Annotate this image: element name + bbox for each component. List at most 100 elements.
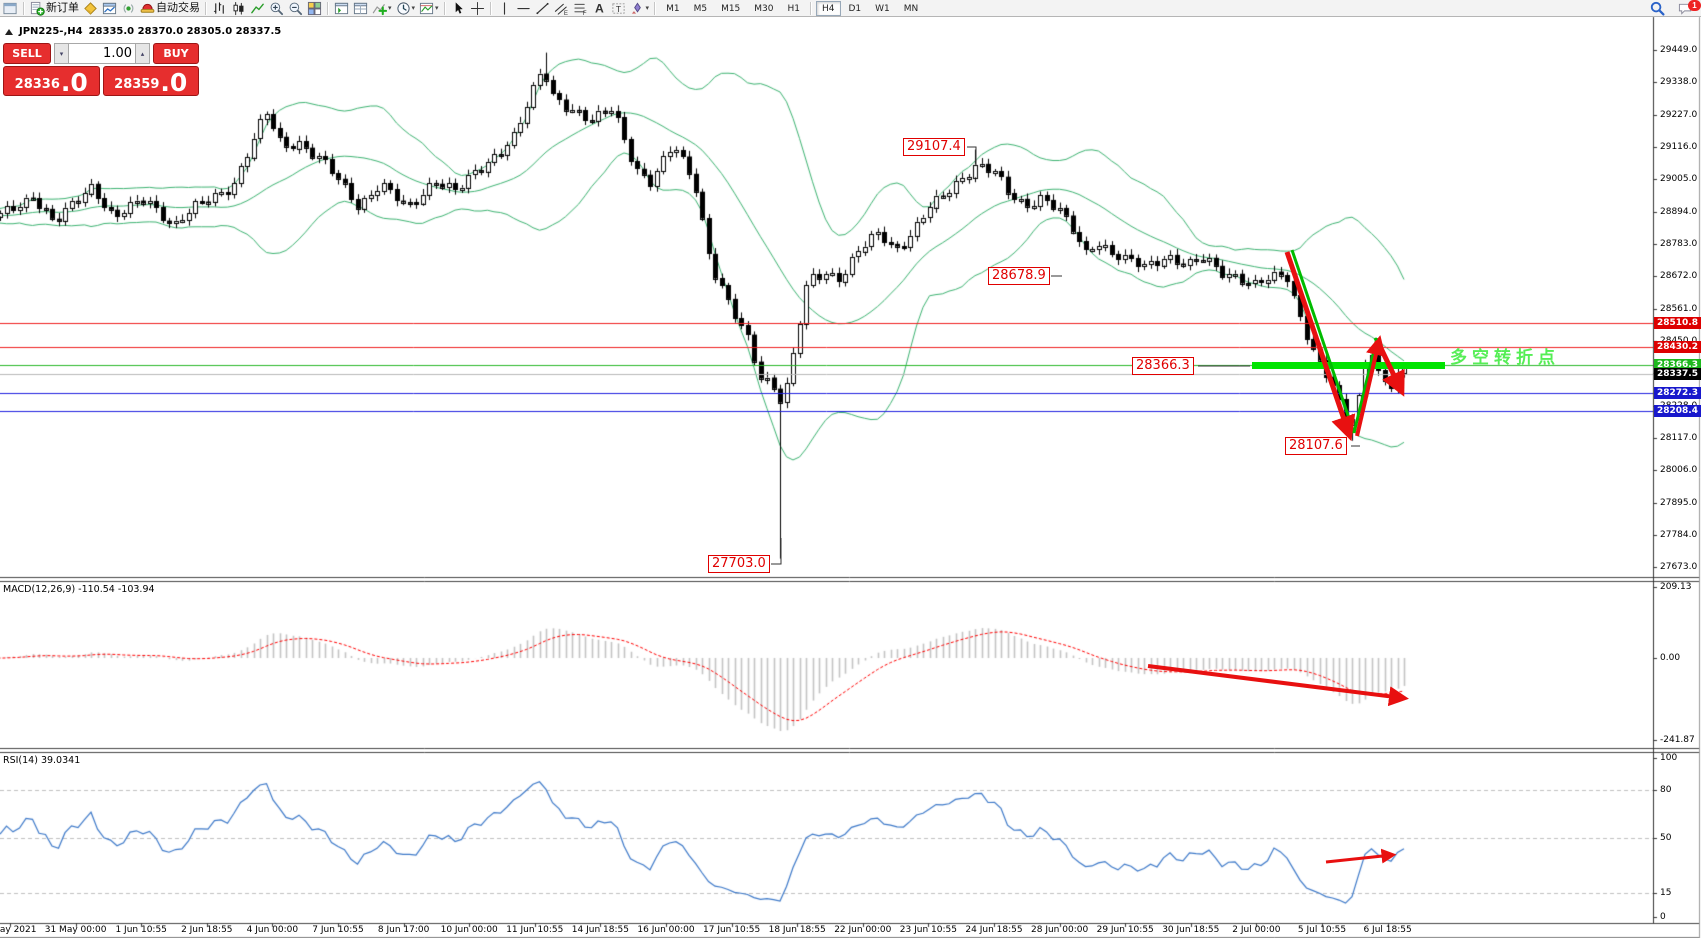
- price-level-tag[interactable]: 28208.4: [1654, 405, 1701, 418]
- indicator-scale-label: 0: [1660, 912, 1666, 922]
- styler-button[interactable]: [81, 0, 100, 16]
- channel-button[interactable]: E: [552, 0, 571, 16]
- search-button[interactable]: [1648, 1, 1667, 17]
- new-order-icon: [30, 1, 45, 16]
- signal-icon: [123, 3, 134, 13]
- timeframe-m30-button[interactable]: M30: [748, 1, 779, 16]
- timeframe-m5-button[interactable]: M5: [688, 1, 714, 16]
- price-axis-label: 28561.0: [1660, 303, 1698, 314]
- price-axis-label: 29227.0: [1660, 109, 1698, 120]
- turning-point-note[interactable]: 多空转折点: [1450, 348, 1560, 368]
- volume-increase-button[interactable]: ▴: [135, 43, 150, 64]
- main-toolbar: 新订单 自动交易 ▾ ▾ ▾ E F A T ▾ M1 M5 M15 M30 H1 H4 D1 W1 MN: [0, 0, 1701, 17]
- candles-chart-button[interactable]: [229, 0, 248, 16]
- price-level-tag[interactable]: 28337.5: [1654, 367, 1701, 380]
- symbol-label: JPN225-,H4: [19, 26, 83, 37]
- trendline-button[interactable]: [533, 0, 552, 16]
- collapse-panel-icon[interactable]: [5, 28, 13, 35]
- bars-chart-icon: [213, 1, 224, 14]
- indicator-scale-label: 80: [1660, 785, 1672, 795]
- buy-price-block[interactable]: 28359 .0: [102, 66, 199, 97]
- market-watch-button[interactable]: [332, 0, 351, 16]
- label-button[interactable]: T: [609, 0, 628, 16]
- edge-window-button[interactable]: [1, 0, 20, 16]
- vline-icon: [503, 1, 505, 15]
- text-icon: A: [595, 1, 604, 15]
- price-callout[interactable]: 27703.0: [708, 555, 770, 573]
- price-axis-label: 28672.0: [1660, 271, 1698, 282]
- chat-button[interactable]: 1: [1676, 0, 1701, 17]
- autotrading-button[interactable]: 自动交易: [138, 0, 202, 16]
- chevron-down-icon: ▾: [645, 5, 650, 12]
- time-axis-label: 28 Jun 00:00: [1031, 925, 1089, 935]
- zoom-out-button[interactable]: [286, 0, 305, 16]
- time-axis-label: 29 Jun 10:55: [1096, 925, 1154, 935]
- price-callout[interactable]: 28366.3: [1132, 357, 1194, 375]
- indicators-button[interactable]: ▾: [370, 0, 394, 16]
- timeframe-d1-button[interactable]: D1: [843, 1, 868, 16]
- timeframe-m1-button[interactable]: M1: [660, 1, 686, 16]
- time-axis-label: 18 Jun 18:55: [768, 925, 826, 935]
- cursor-icon: [455, 1, 463, 14]
- crosshair-icon: [470, 1, 484, 15]
- sell-price: 28336: [14, 77, 60, 92]
- time-axis-label: 16 Jun 00:00: [637, 925, 695, 935]
- fibo-icon: F: [573, 3, 586, 16]
- new-order-button[interactable]: 新订单: [28, 0, 81, 16]
- sell-price-block[interactable]: 28336 .0: [3, 66, 100, 96]
- time-axis-label: 2 Jul 00:00: [1232, 925, 1281, 935]
- periods-button[interactable]: ▾: [394, 0, 418, 16]
- buy-button[interactable]: BUY: [153, 43, 199, 64]
- price-callout[interactable]: 29107.4: [903, 138, 965, 156]
- tile-windows-button[interactable]: [305, 0, 324, 16]
- buy-price-pips: .0: [160, 68, 188, 97]
- cursor-button[interactable]: [449, 0, 468, 16]
- shapes-button[interactable]: ▾: [628, 0, 652, 16]
- volume-decrease-button[interactable]: ▾: [54, 43, 69, 64]
- rsi-indicator-label: RSI(14) 39.0341: [3, 755, 81, 766]
- time-axis-label: 7 May 2021: [0, 925, 37, 935]
- timeframe-m15-button[interactable]: M15: [715, 1, 746, 16]
- signal-button[interactable]: [119, 0, 138, 16]
- data-window-button[interactable]: [351, 0, 370, 16]
- timeframe-h1-button[interactable]: H1: [782, 1, 807, 16]
- price-level-tag[interactable]: 28272.3: [1654, 386, 1701, 399]
- crosshair-button[interactable]: [468, 0, 487, 16]
- svg-text:A: A: [595, 1, 604, 15]
- timeframe-mn-button[interactable]: MN: [898, 1, 925, 16]
- indicator-scale-label: 50: [1660, 833, 1672, 843]
- template-button[interactable]: ▾: [417, 0, 441, 16]
- text-button[interactable]: A: [590, 0, 609, 16]
- toolbar-separator: [23, 1, 25, 15]
- sell-price-pips: .0: [60, 68, 88, 97]
- price-callout[interactable]: 28678.9: [988, 267, 1050, 285]
- chart-window-button[interactable]: [100, 0, 119, 16]
- price-level-tag[interactable]: 28510.8: [1654, 317, 1701, 330]
- volume-input[interactable]: [69, 43, 135, 64]
- hline-button[interactable]: [514, 0, 533, 16]
- time-axis-label: 4 Jun 00:00: [246, 925, 299, 935]
- macd-indicator-label: MACD(12,26,9) -110.54 -103.94: [3, 584, 155, 595]
- buy-price: 28359: [114, 77, 160, 92]
- time-axis-label: 17 Jun 10:55: [703, 925, 761, 935]
- time-axis-label: 31 May 00:00: [44, 925, 107, 935]
- turning-point-highlight[interactable]: [1252, 361, 1445, 369]
- timeframe-h4-button[interactable]: H4: [816, 0, 841, 16]
- timeframe-w1-button[interactable]: W1: [869, 1, 896, 16]
- fibo-button[interactable]: F: [571, 0, 590, 16]
- notification-badge: 1: [1688, 0, 1701, 11]
- time-axis-label: 6 Jul 18:55: [1363, 925, 1412, 935]
- styler-icon: [84, 1, 97, 15]
- zoom-in-button[interactable]: [267, 0, 286, 16]
- price-level-tag[interactable]: 28430.2: [1654, 340, 1701, 353]
- price-callout[interactable]: 28107.6: [1285, 437, 1347, 455]
- chart-title-row: JPN225-,H4 28335.0 28370.0 28305.0 28337…: [5, 26, 281, 37]
- bars-chart-button[interactable]: [210, 0, 229, 16]
- time-axis-label: 22 Jun 00:00: [834, 925, 892, 935]
- line-chart-button[interactable]: [248, 0, 267, 16]
- sell-button[interactable]: SELL: [3, 43, 51, 64]
- time-axis-label: 24 Jun 18:55: [965, 925, 1023, 935]
- search-icon: [1650, 1, 1665, 16]
- vline-button[interactable]: [495, 0, 514, 16]
